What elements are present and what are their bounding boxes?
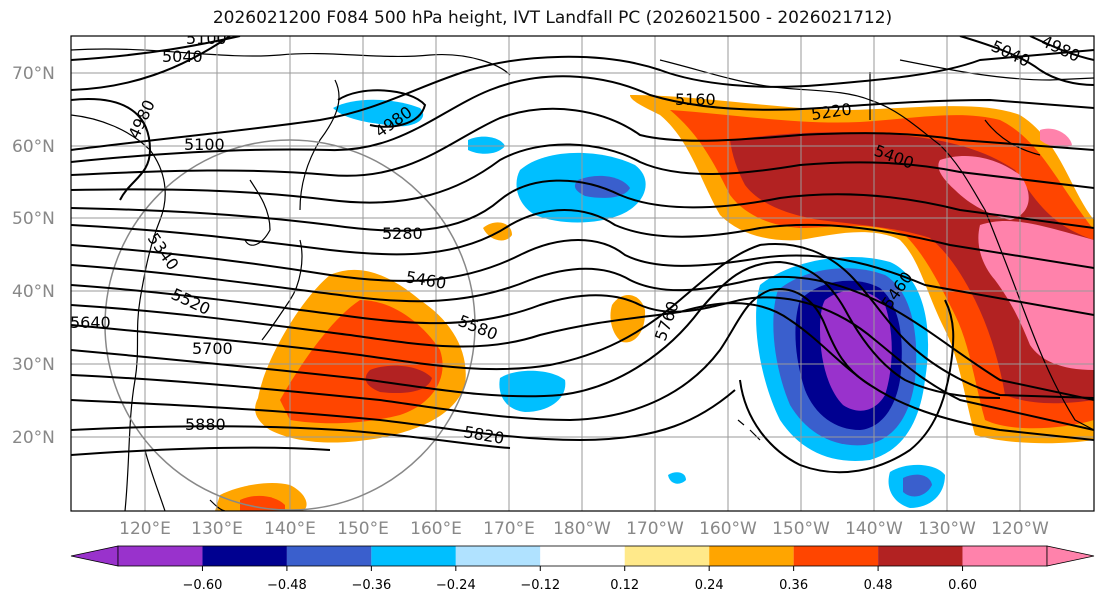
colorbar-swatch [624, 546, 710, 566]
ivt-positive-northeast-pacific [630, 95, 1094, 444]
lon-label: 120°W [991, 519, 1049, 539]
colorbar-swatch [371, 546, 456, 566]
lat-label: 30°N [12, 355, 55, 375]
lon-label: 120°E [119, 519, 171, 539]
lon-label: 140°W [845, 519, 903, 539]
lat-label: 50°N [12, 209, 55, 229]
colorbar-swatch [455, 546, 541, 566]
ivt-negative-small-2 [499, 370, 566, 412]
map-title: 2026021200 F084 500 hPa height, IVT Land… [212, 8, 893, 28]
lon-label: 150°E [337, 519, 389, 539]
colorbar-tick-label: 0.36 [779, 578, 808, 593]
lat-label: 60°N [12, 137, 55, 157]
contour-label-5100: 5100 [184, 135, 225, 154]
colorbar-swatch [118, 546, 203, 566]
colorbar-tick-label: 0.24 [695, 578, 724, 593]
lon-label: 170°W [626, 519, 684, 539]
map-frame [70, 35, 1095, 512]
lon-label: 140°E [264, 519, 316, 539]
ivt-negative-small-3-core [903, 474, 932, 497]
ivt-positive-west-pacific [255, 269, 466, 443]
contour-label-5640: 5640 [70, 313, 111, 332]
colorbar-tick-label: 0.12 [610, 578, 639, 593]
contour-label-5880: 5880 [185, 415, 226, 434]
contour-labels: 5100 5040 4980 4980 5100 5340 5520 5640 … [70, 29, 1083, 448]
ivt-positive-south-core [240, 495, 285, 511]
height-contours [71, 36, 1094, 474]
latitude-labels: 70°N 60°N 50°N 40°N 30°N 20°N [12, 64, 55, 448]
ivt-negative-small-1 [468, 136, 505, 154]
longitude-labels: 120°E 130°E 140°E 150°E 160°E 170°E 180°… [119, 519, 1049, 539]
colorbar-extend-low [70, 545, 119, 567]
colorbar-swatch [540, 546, 625, 566]
colorbar-tick-label: −0.36 [351, 578, 391, 593]
colorbar-tick-label: 0.48 [864, 578, 893, 593]
lon-label: 150°W [772, 519, 830, 539]
colorbar-tick-label: 0.60 [948, 578, 977, 593]
contour-label-5280: 5280 [382, 224, 423, 243]
colorbar-extend-high [1046, 545, 1095, 567]
lon-label: 170°E [483, 519, 535, 539]
colorbar-tick-label: −0.12 [520, 578, 560, 593]
colorbar-swatch [202, 546, 287, 566]
ivt-negative-small-4 [668, 472, 686, 484]
lon-label: 160°W [699, 519, 757, 539]
lat-label: 20°N [12, 428, 55, 448]
lat-label: 40°N [12, 282, 55, 302]
lat-label: 70°N [12, 64, 55, 84]
lon-label: 160°E [410, 519, 462, 539]
colorbar-swatch [878, 546, 963, 566]
ivt-negative-okhotsk [333, 99, 424, 127]
colorbar-swatch [962, 546, 1047, 566]
contour-label-5040: 5040 [162, 47, 203, 66]
colorbar-tick-label: −0.24 [436, 578, 476, 593]
contour-label-5160: 5160 [675, 90, 716, 109]
lon-label: 130°W [918, 519, 976, 539]
colorbar-swatch [793, 546, 879, 566]
colorbar-tick-label: −0.60 [183, 578, 223, 593]
colorbar-tick-label: −0.48 [267, 578, 307, 593]
lon-label: 180°W [553, 519, 611, 539]
domain-circle [104, 139, 476, 511]
colorbar-swatch [286, 546, 372, 566]
contour-label-5700: 5700 [192, 339, 233, 358]
colorbar-swatch [709, 546, 794, 566]
colorbar: −0.60 −0.48 −0.36 −0.24 −0.12 0.12 0.24 0.36 0.4… [70, 545, 1095, 593]
lon-label: 130°E [191, 519, 243, 539]
contour-label-5100: 5100 [186, 29, 227, 48]
